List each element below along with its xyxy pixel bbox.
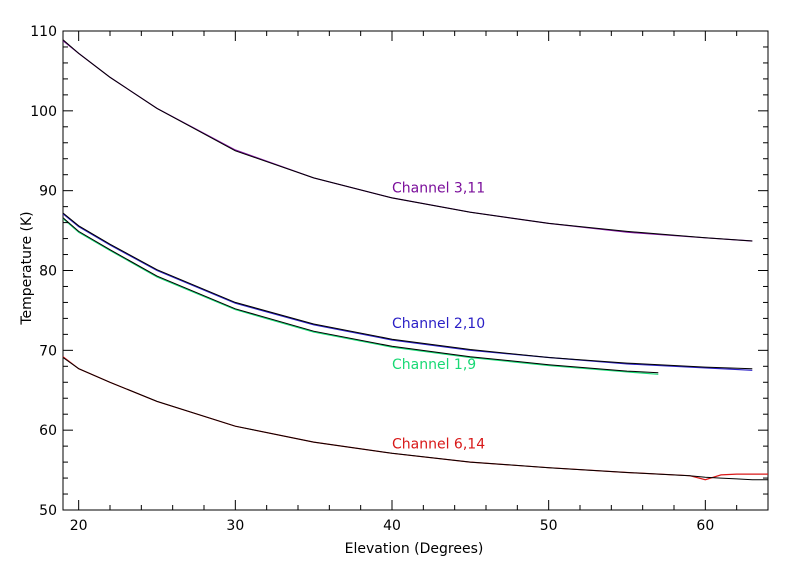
y-tick-label: 70	[39, 343, 57, 359]
series-line-2	[62, 218, 659, 375]
y-tick-label: 110	[30, 24, 57, 40]
y-tick-label: 90	[39, 184, 57, 200]
y-axis-title: Temperature (K)	[19, 211, 35, 325]
x-tick-label: 20	[70, 518, 88, 534]
series-line-3	[62, 356, 768, 481]
x-axis-title: Elevation (Degrees)	[345, 541, 484, 557]
series-labels: Channel 3,11 Channel 2,10 Channel 1,9 Chann…	[392, 180, 485, 452]
y-tick-label: 60	[39, 423, 57, 439]
series-label-3: Channel 6,14	[392, 437, 485, 453]
x-tick-label: 60	[696, 518, 714, 534]
y-tick-label: 50	[39, 503, 57, 519]
reference-line-1	[62, 212, 753, 370]
y-tick-label: 100	[30, 104, 57, 120]
x-tick-label: 40	[383, 518, 401, 534]
reference-line-3	[62, 357, 768, 481]
series-line-0	[62, 40, 753, 242]
reference-line-2	[62, 217, 659, 374]
series-label-2: Channel 1,9	[392, 357, 476, 373]
reference-line-0	[62, 39, 753, 242]
series-line-1	[62, 213, 753, 371]
x-tick-label: 30	[226, 518, 244, 534]
series-label-0: Channel 3,11	[392, 180, 485, 196]
axis-tick-labels: 20 30 40 50 60 50 60 70 80 90 100 110	[30, 24, 714, 534]
axis-ticks	[63, 30, 769, 511]
series-curves	[62, 39, 768, 481]
y-tick-label: 80	[39, 264, 57, 280]
series-label-1: Channel 2,10	[392, 316, 485, 332]
x-tick-label: 50	[540, 518, 558, 534]
